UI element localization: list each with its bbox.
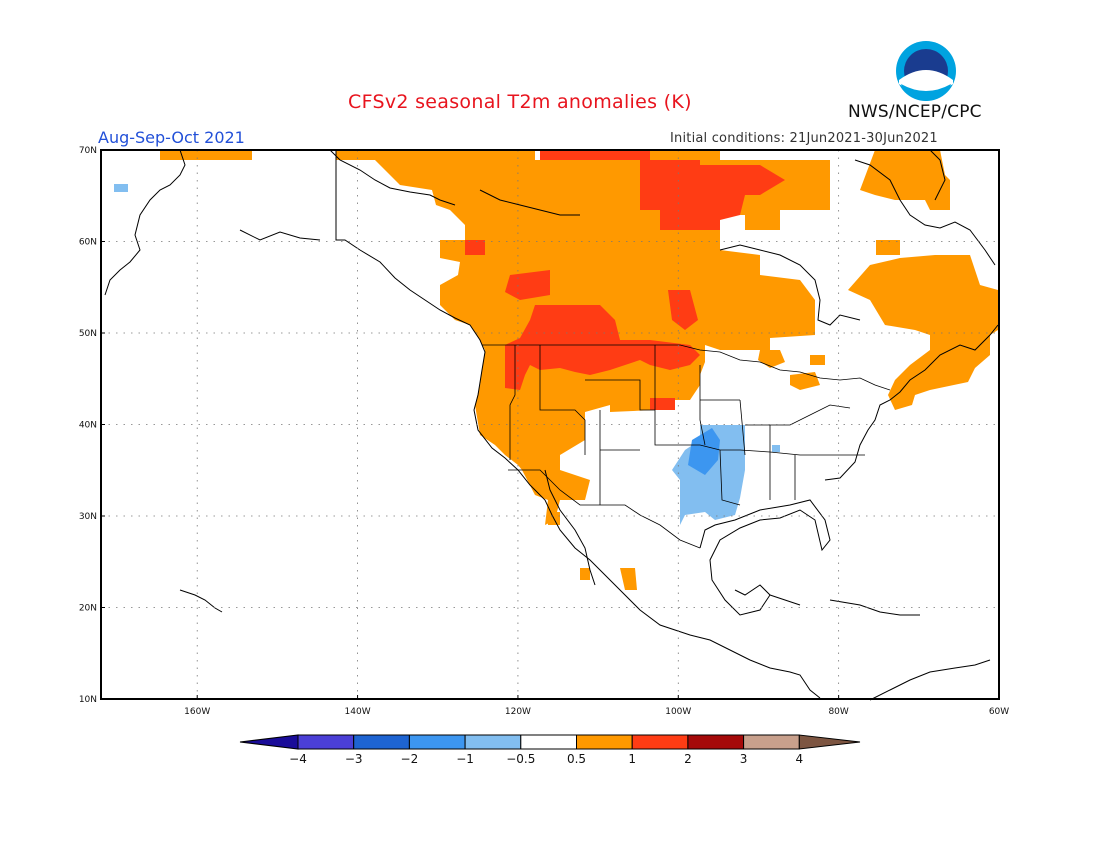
initial-conditions: Initial conditions: 21Jun2021-30Jun2021 xyxy=(670,131,938,146)
lat-tick-label: 60N xyxy=(79,238,97,248)
lat-tick-label: 20N xyxy=(79,604,97,614)
colorbar-swatch xyxy=(520,734,577,750)
colorbar-label: 3 xyxy=(740,752,748,766)
noaa-logo xyxy=(896,41,956,101)
colorbar: −4 −3 −2 −1 −0.5 0.5 1 2 3 4 xyxy=(239,734,861,766)
colorbar-label: −4 xyxy=(289,752,307,766)
lat-tick-label: 30N xyxy=(79,512,97,522)
strong-cold-anomaly-region xyxy=(688,428,720,475)
latitude-labels: 70N 60N 50N 40N 30N 20N 10N xyxy=(79,146,105,705)
colorbar-swatch xyxy=(576,734,633,750)
coastlines xyxy=(104,149,999,701)
colorbar-label: 2 xyxy=(684,752,692,766)
colorbar-label: 4 xyxy=(795,752,803,766)
map-title: CFSv2 seasonal T2m anomalies (K) xyxy=(348,91,692,113)
colorbar-label: −0.5 xyxy=(506,752,535,766)
colorbar-label: −2 xyxy=(401,752,419,766)
agency-label: NWS/NCEP/CPC xyxy=(848,102,982,122)
forecast-period: Aug-Sep-Oct 2021 xyxy=(98,128,245,147)
colorbar-swatch xyxy=(353,734,410,750)
lat-tick-label: 10N xyxy=(79,695,97,705)
lon-tick-label: 160W xyxy=(184,707,210,717)
lat-tick-label: 50N xyxy=(79,329,97,339)
lon-tick-label: 140W xyxy=(345,707,371,717)
strong-warm-anomaly-region xyxy=(465,150,785,410)
lon-tick-label: 100W xyxy=(665,707,691,717)
colorbar-swatch xyxy=(743,734,800,750)
political-borders xyxy=(482,344,891,549)
colorbar-low-arrow xyxy=(239,734,299,750)
colorbar-swatch xyxy=(408,734,466,750)
graticule xyxy=(101,150,999,699)
colorbar-label: 1 xyxy=(628,752,636,766)
colorbar-swatch xyxy=(687,734,745,750)
colorbar-high-arrow xyxy=(798,734,861,750)
longitude-labels: 160W 140W 120W 100W 80W 60W xyxy=(184,695,1009,717)
lon-tick-label: 120W xyxy=(505,707,531,717)
colorbar-label: 0.5 xyxy=(567,752,586,766)
lon-tick-label: 80W xyxy=(828,707,848,717)
lat-tick-label: 40N xyxy=(79,421,97,431)
colorbar-swatch xyxy=(297,734,355,750)
colorbar-label: −1 xyxy=(456,752,474,766)
lon-tick-label: 60W xyxy=(989,707,1009,717)
colorbar-swatch xyxy=(631,734,689,750)
colorbar-label: −3 xyxy=(345,752,363,766)
lat-tick-label: 70N xyxy=(79,146,97,156)
colorbar-swatch xyxy=(464,734,522,750)
